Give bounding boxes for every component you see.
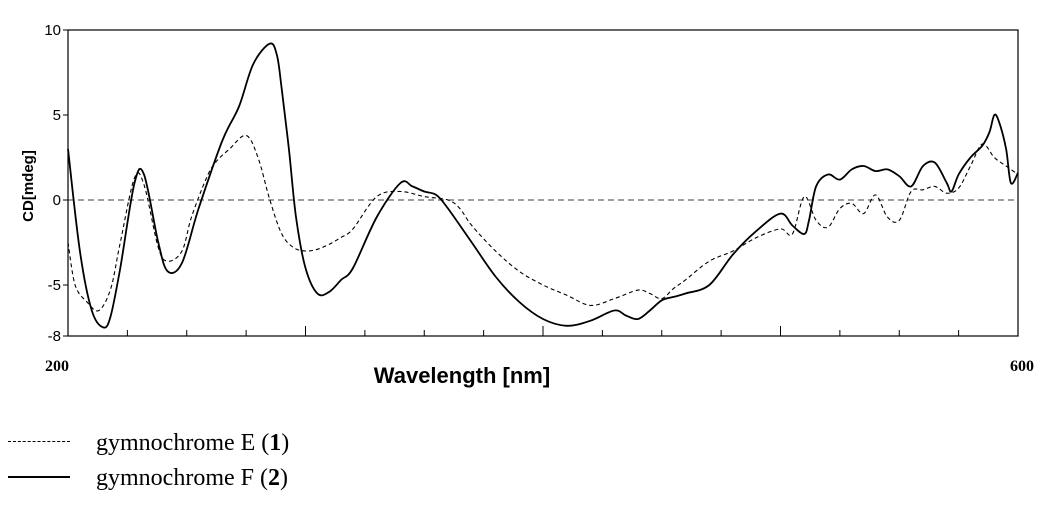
x-tick-label-start: 200 — [45, 358, 69, 375]
series-line-gymnochrome-e — [67, 134, 1019, 312]
y-tick-label: -8 — [48, 328, 61, 345]
legend-label-f: gymnochrome F (2) — [96, 465, 288, 491]
legend-item-f: gymnochrome F (2) — [8, 465, 288, 492]
plot-frame — [67, 29, 1019, 337]
legend-solid-line-icon — [8, 475, 70, 478]
y-tick-label: 10 — [44, 22, 61, 39]
y-tick-label: 0 — [53, 192, 61, 209]
series-line-gymnochrome-f — [67, 42, 1019, 329]
x-tick-label-end: 600 — [1010, 358, 1034, 375]
legend-dashed-line-icon — [8, 441, 70, 442]
legend-item-e: gymnochrome E (1) — [8, 430, 289, 457]
y-axis-title: CD[mdeg] — [20, 150, 37, 222]
x-tick-marks — [67, 326, 1019, 336]
cd-spectrum-chart: 10 5 0 -5 -8 200 600 Wavelength [nm] CD[mdeg… — [20, 22, 1034, 388]
y-tick-label: 5 — [53, 107, 61, 124]
x-axis-title: Wavelength [nm] — [374, 363, 550, 388]
y-tick-label: -5 — [48, 277, 61, 294]
legend-label-e: gymnochrome E (1) — [96, 430, 290, 456]
series-group — [67, 42, 1019, 329]
y-tick-group: 10 5 0 -5 -8 — [44, 22, 68, 345]
